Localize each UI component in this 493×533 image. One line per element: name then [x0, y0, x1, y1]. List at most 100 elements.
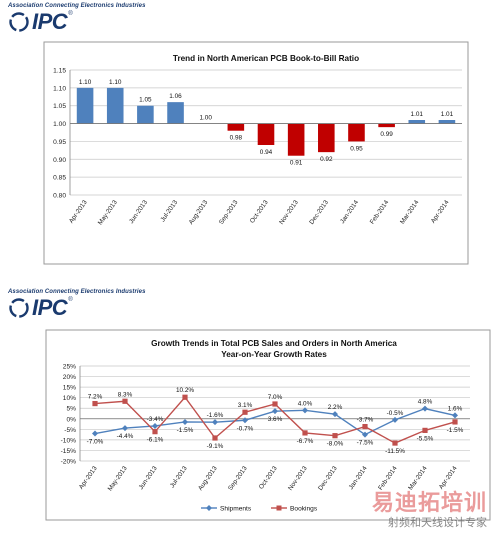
ipc-logo-bottom: Association Connecting Electronics Indus… — [8, 289, 146, 319]
bookings-point — [122, 398, 128, 404]
watermark-sub: 射频和天线设计专家 — [388, 516, 487, 529]
y-tick-label: 1.05 — [53, 103, 66, 110]
shipments-data-label: 3.6% — [268, 416, 283, 423]
chart-frame — [45, 329, 491, 521]
y-tick-label: 15% — [63, 385, 76, 392]
bookings-data-label: 10.2% — [176, 387, 194, 394]
shipments-data-label: -4.4% — [117, 433, 134, 440]
data-label: 1.01 — [441, 111, 454, 118]
legend-bookings-marker — [276, 505, 282, 511]
y-tick-label: -20% — [61, 459, 77, 466]
y-tick-label: 20% — [63, 374, 76, 381]
bar — [76, 87, 94, 124]
shipments-point — [302, 407, 308, 414]
y-tick-label: 0% — [66, 416, 76, 423]
watermark-main: 易迪拓培训 — [371, 491, 487, 516]
bar — [257, 123, 275, 145]
bookings-data-label: 3.1% — [238, 402, 253, 409]
shipments-point — [272, 408, 278, 415]
bookings-data-label: 8.3% — [118, 391, 133, 398]
shipments-point — [122, 425, 128, 432]
bar — [227, 123, 245, 131]
data-label: 0.92 — [320, 156, 333, 163]
bookings-point — [92, 400, 98, 407]
bar — [106, 87, 124, 124]
bar — [287, 123, 305, 156]
legend-bookings-label: Bookings — [290, 506, 318, 513]
logo-trademark: ® — [68, 11, 73, 17]
y-tick-label: 1.00 — [53, 121, 66, 128]
ipc-globe-icon — [9, 12, 29, 32]
data-label: 0.95 — [350, 145, 363, 152]
bookings-point — [272, 401, 278, 407]
y-tick-label: -5% — [64, 427, 76, 434]
data-label: 1.10 — [109, 79, 122, 86]
y-tick-label: 0.95 — [53, 139, 66, 146]
shipments-data-label: -0.5% — [387, 410, 404, 417]
bar — [137, 105, 154, 124]
data-label: 1.10 — [79, 79, 92, 86]
bookings-data-label: 7.0% — [268, 394, 283, 401]
shipments-point — [452, 412, 458, 419]
chart-frame — [43, 41, 469, 265]
data-label: 0.98 — [230, 135, 243, 142]
shipments-point — [242, 417, 248, 424]
shipments-point — [362, 431, 368, 438]
bookings-point — [362, 423, 368, 430]
bookings-point — [212, 435, 218, 441]
data-label: 1.05 — [139, 97, 152, 104]
bookings-point — [392, 440, 398, 446]
y-tick-label: -10% — [61, 437, 77, 444]
y-tick-label: 0.90 — [53, 157, 66, 164]
bar — [438, 120, 456, 124]
ipc-globe-icon — [9, 298, 29, 318]
shipments-data-label: 4.8% — [418, 399, 433, 406]
shipments-point — [152, 422, 158, 429]
watermark: 易迪拓培训 射频和天线设计专家 — [371, 491, 487, 530]
bookings-data-label: -11.5% — [385, 448, 405, 455]
legend-shipments-label: Shipments — [220, 506, 252, 513]
bookings-point — [422, 427, 428, 433]
shipments-point — [422, 405, 428, 412]
data-label: 1.01 — [411, 111, 424, 118]
shipments-data-label: -1.6% — [207, 412, 224, 419]
data-label: 0.99 — [380, 131, 393, 138]
y-tick-label: 1.10 — [53, 85, 66, 92]
y-tick-label: 10% — [63, 395, 76, 402]
shipments-point — [182, 418, 188, 425]
y-tick-label: 1.15 — [53, 68, 66, 75]
logo-text: IPC — [32, 9, 68, 34]
data-label: 1.00 — [199, 115, 212, 122]
shipments-point — [392, 416, 398, 423]
shipments-data-label: 1.6% — [448, 405, 463, 412]
bookings-point — [452, 419, 458, 425]
shipments-data-label: -7.5% — [357, 440, 374, 447]
tagline: Association Connecting Electronics Indus… — [8, 289, 146, 295]
shipments-data-label: 4.0% — [298, 400, 313, 407]
bookings-data-label: -6.7% — [297, 438, 314, 445]
shipments-point — [332, 411, 338, 418]
y-tick-label: 25% — [63, 364, 76, 371]
y-tick-label: 5% — [66, 406, 76, 413]
y-tick-label: -15% — [61, 448, 77, 455]
y-tick-label: 0.80 — [53, 193, 66, 200]
data-label: 1.06 — [169, 93, 182, 100]
data-label: 0.94 — [260, 149, 273, 156]
chart-subtitle: Year-on-Year Growth Rates — [221, 350, 327, 359]
shipments-data-label: -7.0% — [87, 439, 104, 446]
bookings-data-label: -3.7% — [357, 417, 374, 424]
bar — [318, 123, 335, 153]
bookings-data-label: -9.1% — [207, 443, 224, 450]
shipments-data-label: 2.2% — [328, 404, 343, 411]
tagline: Association Connecting Electronics Indus… — [8, 3, 146, 9]
bookings-data-label: 7.2% — [88, 394, 103, 401]
bookings-data-label: -5.5% — [417, 435, 434, 442]
bar — [408, 120, 426, 124]
bookings-point — [332, 433, 338, 439]
bookings-point — [242, 409, 248, 415]
shipments-point — [212, 419, 218, 426]
bar — [167, 102, 184, 124]
chart-title: Trend in North American PCB Book-to-Bill… — [173, 54, 359, 63]
bookings-data-label: -1.5% — [447, 427, 464, 434]
